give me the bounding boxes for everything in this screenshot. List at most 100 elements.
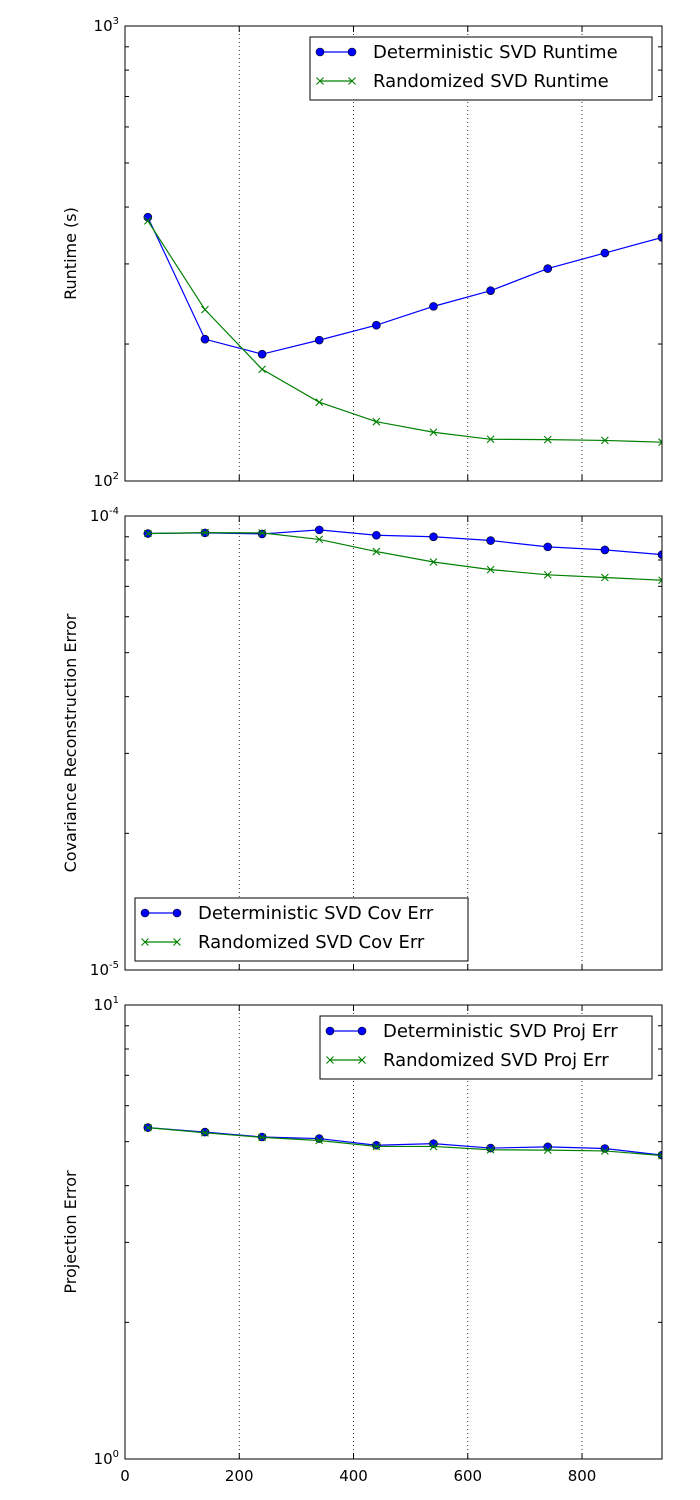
- data-point: [372, 547, 381, 556]
- data-point: [372, 1142, 381, 1151]
- data-point: [486, 435, 495, 444]
- data-point: [429, 558, 438, 566]
- data-point: [658, 576, 662, 585]
- x-tick-label: 0: [120, 1467, 130, 1485]
- legend: Deterministic SVD Runtime Randomized SVD …: [309, 36, 653, 101]
- legend: Deterministic SVD Cov Err Randomized SVD …: [134, 897, 469, 962]
- data-point: [429, 1142, 438, 1151]
- data-point: [315, 398, 324, 407]
- series-line-2: [147, 1126, 662, 1157]
- data-point: [201, 528, 209, 537]
- series-line-1: [147, 216, 662, 355]
- legend-box: [134, 897, 469, 962]
- data-point: [486, 286, 495, 295]
- data-point: [372, 1140, 381, 1150]
- y-tick-label: 101: [94, 995, 119, 1014]
- x-tick-label: 400: [339, 1467, 368, 1485]
- data-point: [486, 565, 495, 574]
- legend-marker: [348, 77, 356, 85]
- chart-panel-2: 10-5 10-4 Covariance Reconstruction Error D…: [61, 506, 663, 979]
- data-point: [429, 532, 438, 542]
- data-point: [257, 349, 267, 359]
- y-axis-label: Projection Error: [61, 1170, 80, 1294]
- legend-box: [319, 1015, 653, 1080]
- y-tick-label: 103: [94, 16, 119, 35]
- data-point: [143, 212, 153, 222]
- series-line-1: [147, 529, 662, 556]
- data-point: [600, 1147, 609, 1155]
- axes-frame: [124, 515, 663, 971]
- legend-box: [309, 36, 653, 101]
- x-tick-label: 800: [568, 1467, 597, 1485]
- data-point: [543, 570, 552, 579]
- legend-marker: [173, 938, 181, 946]
- data-point: [543, 435, 552, 444]
- y-tick-label: 10-4: [90, 506, 119, 525]
- legend-label: Deterministic SVD Runtime: [373, 42, 618, 63]
- plot-area: [143, 1123, 662, 1160]
- data-point: [486, 1143, 495, 1153]
- data-point: [600, 545, 610, 555]
- data-point: [315, 1136, 324, 1145]
- data-point: [429, 428, 438, 437]
- legend-label: Randomized SVD Runtime: [373, 71, 609, 92]
- data-point: [257, 529, 267, 539]
- legend-label: Deterministic SVD Proj Err: [383, 1021, 618, 1042]
- data-point: [143, 216, 152, 225]
- axes-frame: [124, 25, 663, 482]
- data-point: [658, 1151, 662, 1160]
- data-point: [657, 550, 662, 559]
- series-line-2: [147, 532, 662, 581]
- legend-marker: [347, 47, 357, 57]
- x-tick-label: 200: [225, 1467, 254, 1485]
- y-tick-label: 100: [94, 1449, 119, 1468]
- chart-panel-1: 102 103 Runtime (s) Deterministic SVD Runti…: [61, 16, 663, 490]
- legend-marker: [358, 1056, 366, 1064]
- y-tick-label: 10-5: [90, 960, 119, 979]
- data-point: [658, 438, 662, 447]
- data-point: [372, 417, 381, 426]
- data-point: [543, 542, 553, 552]
- data-point: [486, 1145, 495, 1154]
- legend: Deterministic SVD Proj Err Randomized SVD…: [319, 1015, 653, 1080]
- data-point: [258, 528, 266, 537]
- data-point: [201, 1128, 209, 1137]
- legend-marker: [141, 938, 149, 946]
- data-point: [315, 535, 324, 544]
- legend-label: Randomized SVD Cov Err: [198, 932, 425, 953]
- legend-label: Randomized SVD Proj Err: [383, 1050, 609, 1071]
- legend-marker: [316, 77, 324, 85]
- data-point: [200, 334, 210, 344]
- data-point: [600, 573, 609, 582]
- data-point: [372, 530, 381, 540]
- y-tick-label: 102: [94, 471, 119, 490]
- legend-marker: [315, 47, 325, 57]
- chart-panel-3: 100 101 0 200 400 600 800 Projection Error Deter…: [61, 995, 663, 1485]
- x-tick-label: 600: [453, 1467, 482, 1485]
- legend-marker: [357, 1026, 367, 1036]
- data-point: [143, 529, 152, 538]
- data-point: [543, 1146, 552, 1155]
- data-point: [429, 1139, 438, 1148]
- legend-marker: [325, 1026, 335, 1036]
- data-point: [314, 335, 324, 345]
- data-point: [543, 264, 553, 273]
- data-point: [143, 1123, 152, 1132]
- legend-marker: [172, 908, 182, 918]
- data-point: [486, 536, 495, 545]
- data-point: [314, 525, 324, 535]
- legend-label: Deterministic SVD Cov Err: [198, 903, 434, 924]
- data-point: [372, 320, 381, 330]
- legend-marker: [326, 1056, 334, 1064]
- plot-area: [143, 212, 662, 447]
- data-point: [600, 436, 609, 445]
- data-point: [429, 302, 438, 311]
- series-line-2: [147, 220, 662, 443]
- data-point: [258, 365, 266, 374]
- y-axis-label: Covariance Reconstruction Error: [61, 613, 80, 872]
- data-point: [600, 248, 610, 258]
- plot-area: [143, 525, 662, 585]
- axes-frame: [124, 1004, 663, 1460]
- data-point: [258, 1133, 266, 1142]
